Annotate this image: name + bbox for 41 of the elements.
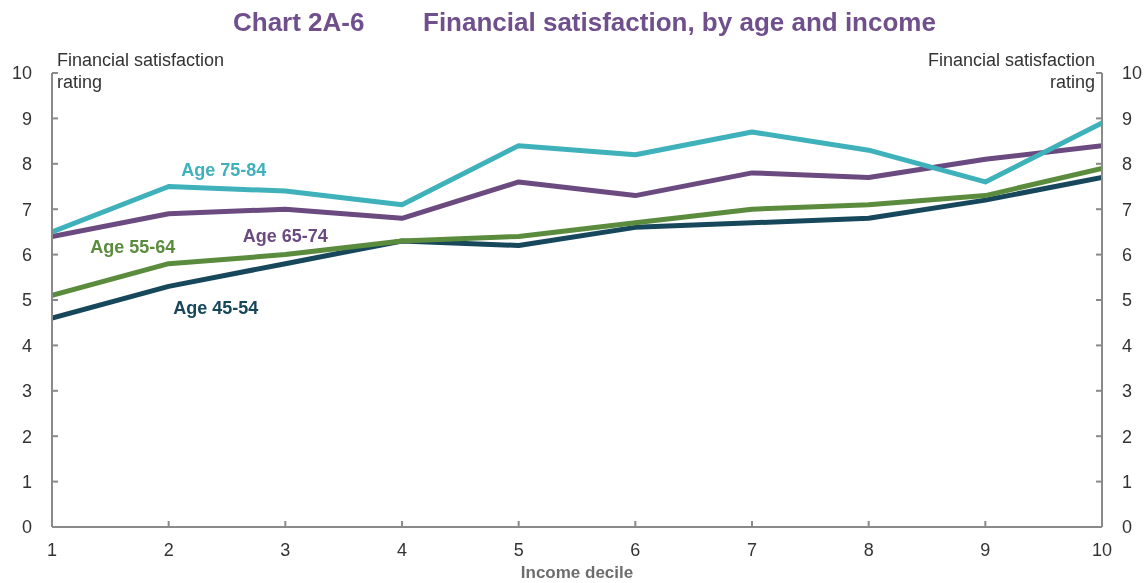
x-tick-label: 10 [1091, 539, 1113, 560]
y2-tick-label: 10 [1122, 63, 1143, 84]
x-tick-label: 8 [863, 539, 874, 560]
y2-tick-label: 1 [1122, 471, 1133, 492]
x-tick-label: 9 [980, 539, 991, 560]
y-tick-label: 7 [21, 199, 32, 220]
y2-tick-label: 2 [1122, 426, 1133, 447]
x-tick-label: 1 [46, 539, 58, 560]
y-tick-label: 2 [21, 426, 32, 447]
x-tick-label: 4 [396, 539, 408, 560]
y-tick-label: 8 [21, 154, 32, 175]
chart-subtitle: Financial satisfaction, by age and income [423, 6, 936, 38]
series-label: Age 55-64 [90, 236, 176, 257]
y2-tick-label: 0 [1122, 517, 1133, 538]
chart-title: Chart 2A-6 [233, 6, 365, 38]
y2-tick-label: 5 [1122, 290, 1133, 311]
series-label: Age 75-84 [181, 159, 267, 180]
x-tick-label: 2 [163, 539, 174, 560]
y-tick-label: 1 [21, 471, 32, 492]
series-label: Age 65-74 [242, 226, 328, 247]
y-tick-label: 9 [21, 108, 32, 129]
x-tick-label: 7 [746, 539, 758, 560]
y-tick-label: 10 [11, 63, 32, 84]
x-tick-label: 5 [513, 539, 524, 560]
y2-tick-label: 6 [1122, 244, 1133, 265]
y2-tick-label: 7 [1122, 199, 1133, 220]
y2-tick-label: 4 [1122, 335, 1133, 356]
series-label: Age 45-54 [173, 298, 259, 319]
y-tick-label: 3 [21, 381, 32, 402]
x-tick-label: 6 [630, 539, 641, 560]
y-tick-label: 4 [21, 335, 32, 356]
x-tick-label: 3 [280, 539, 291, 560]
y2-tick-label: 9 [1122, 108, 1133, 129]
y-tick-label: 5 [21, 290, 32, 311]
y-tick-label: 6 [21, 244, 32, 265]
y-axis-title: Financial satisfaction rating [57, 49, 226, 93]
y2-tick-label: 3 [1122, 381, 1133, 402]
x-axis-title: Income decile [519, 563, 635, 583]
y2-tick-label: 8 [1122, 154, 1133, 175]
y2-axis-title: Financial satisfaction rating [926, 49, 1095, 93]
y-tick-label: 0 [21, 517, 32, 538]
